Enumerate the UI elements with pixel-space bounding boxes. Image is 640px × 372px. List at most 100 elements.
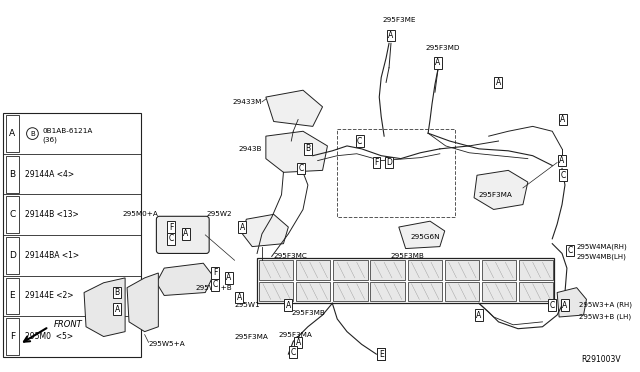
Text: 2943B: 2943B <box>239 146 262 152</box>
Polygon shape <box>266 131 328 172</box>
Polygon shape <box>474 170 528 209</box>
FancyBboxPatch shape <box>156 216 209 253</box>
Polygon shape <box>333 260 367 280</box>
Polygon shape <box>371 282 404 301</box>
Polygon shape <box>259 260 293 280</box>
Text: F: F <box>374 158 378 167</box>
Polygon shape <box>519 260 553 280</box>
Text: E: E <box>10 292 15 301</box>
Text: A: A <box>240 222 245 231</box>
Text: 295F3MB: 295F3MB <box>291 310 325 316</box>
Text: C: C <box>10 210 15 219</box>
Text: A: A <box>496 78 501 87</box>
Text: A: A <box>559 156 564 165</box>
Polygon shape <box>408 260 442 280</box>
Polygon shape <box>482 282 516 301</box>
Text: 295F3MA: 295F3MA <box>235 334 268 340</box>
Bar <box>6 115 19 152</box>
Bar <box>3 113 141 357</box>
Text: FRONT: FRONT <box>54 320 83 329</box>
Text: 29144BA <1>: 29144BA <1> <box>24 251 79 260</box>
Polygon shape <box>557 288 586 317</box>
Text: C: C <box>298 164 303 173</box>
Polygon shape <box>371 260 404 280</box>
Text: D: D <box>386 158 392 167</box>
Text: 29144A <4>: 29144A <4> <box>24 170 74 179</box>
Text: E: E <box>379 350 383 359</box>
Text: A: A <box>476 311 481 320</box>
Polygon shape <box>84 278 125 337</box>
Text: 29144B <13>: 29144B <13> <box>24 210 78 219</box>
Text: R291003V: R291003V <box>581 355 621 364</box>
Text: C: C <box>212 280 218 289</box>
Text: 295F3MA: 295F3MA <box>479 192 513 198</box>
Text: 295F3MD: 295F3MD <box>425 45 460 51</box>
Polygon shape <box>243 214 289 247</box>
Text: (36): (36) <box>42 136 57 143</box>
Text: A: A <box>115 305 120 314</box>
Text: A: A <box>296 338 301 347</box>
Text: A: A <box>237 293 242 302</box>
Text: C: C <box>561 171 566 180</box>
Text: 295W3+A (RH): 295W3+A (RH) <box>579 302 632 308</box>
Text: F: F <box>213 269 217 278</box>
Polygon shape <box>266 90 323 126</box>
Text: A: A <box>226 273 231 282</box>
Text: C: C <box>168 234 173 243</box>
Text: B: B <box>30 131 35 137</box>
Text: 295G6N: 295G6N <box>410 234 440 240</box>
Text: 295F3MA: 295F3MA <box>278 331 312 337</box>
Text: 295F3MB: 295F3MB <box>391 253 425 259</box>
Polygon shape <box>445 260 479 280</box>
Text: 295W2: 295W2 <box>206 211 232 217</box>
Polygon shape <box>519 282 553 301</box>
Bar <box>6 318 19 355</box>
Text: 295M0  <5>: 295M0 <5> <box>24 332 73 341</box>
Text: B: B <box>115 288 120 297</box>
Text: A: A <box>10 129 15 138</box>
Text: B: B <box>305 144 310 153</box>
Text: D: D <box>9 251 16 260</box>
Text: C: C <box>291 348 296 357</box>
Polygon shape <box>408 282 442 301</box>
Polygon shape <box>127 273 158 332</box>
Text: 29144E <2>: 29144E <2> <box>24 292 73 301</box>
Text: 295W4MB(LH): 295W4MB(LH) <box>577 253 627 260</box>
Text: A: A <box>561 115 566 124</box>
Text: 29433M: 29433M <box>232 99 262 105</box>
Text: 295W1: 295W1 <box>235 302 260 308</box>
Text: 295W4MA(RH): 295W4MA(RH) <box>577 243 627 250</box>
Bar <box>6 278 19 314</box>
Text: A: A <box>435 58 440 67</box>
Polygon shape <box>156 263 213 295</box>
Text: A: A <box>285 301 291 310</box>
Text: 295W5+A: 295W5+A <box>148 341 186 347</box>
Bar <box>337 129 454 217</box>
Text: E: E <box>379 350 383 359</box>
Text: F: F <box>10 332 15 341</box>
Polygon shape <box>399 221 445 248</box>
Text: F: F <box>169 222 173 231</box>
Text: A: A <box>388 31 394 40</box>
Polygon shape <box>296 260 330 280</box>
Text: 295W3+B (LH): 295W3+B (LH) <box>579 314 631 320</box>
Text: A: A <box>183 230 188 238</box>
Text: C: C <box>357 137 362 145</box>
Text: C: C <box>550 301 555 310</box>
Text: 295M0+A: 295M0+A <box>122 211 158 217</box>
Polygon shape <box>259 282 293 301</box>
Polygon shape <box>296 282 330 301</box>
Text: 295F3ME: 295F3ME <box>382 17 415 23</box>
Text: C: C <box>567 246 572 255</box>
Text: 0B1AB-6121A: 0B1AB-6121A <box>42 128 93 134</box>
Polygon shape <box>445 282 479 301</box>
Text: B: B <box>10 170 15 179</box>
Bar <box>6 156 19 193</box>
Text: 295F3MC: 295F3MC <box>274 253 308 259</box>
Polygon shape <box>482 260 516 280</box>
Polygon shape <box>333 282 367 301</box>
Bar <box>6 196 19 233</box>
Text: 295W5+B: 295W5+B <box>195 285 232 291</box>
Bar <box>6 237 19 274</box>
Text: A: A <box>563 301 568 310</box>
